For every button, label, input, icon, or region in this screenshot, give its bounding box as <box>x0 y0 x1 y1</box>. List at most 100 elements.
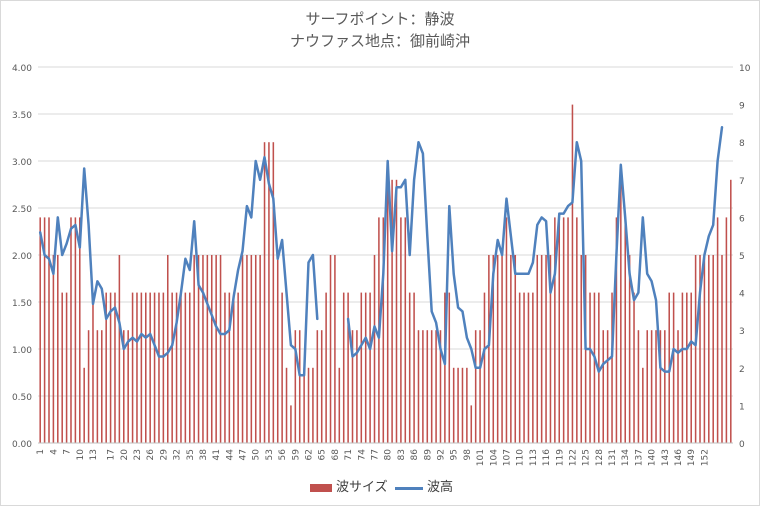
x-tick-label: 116 <box>542 449 552 466</box>
bar <box>250 255 253 443</box>
bar <box>79 217 81 443</box>
bar <box>281 292 283 443</box>
bar <box>215 255 217 443</box>
bar <box>206 255 209 443</box>
x-tick-label: 89 <box>423 449 433 461</box>
bar <box>479 330 481 443</box>
bar <box>703 255 706 443</box>
bar <box>505 217 508 443</box>
bar <box>545 255 547 443</box>
bar <box>136 292 138 443</box>
bar <box>87 330 90 443</box>
bar <box>554 217 556 443</box>
bar <box>611 292 613 443</box>
y-right-tick-label: 4 <box>739 290 745 300</box>
x-tick-label: 29 <box>159 449 169 461</box>
bar <box>386 179 389 444</box>
chart-title-line1: サーフポイント：静波 <box>305 10 455 28</box>
bar <box>439 330 442 443</box>
bar <box>540 255 543 443</box>
bar <box>417 330 420 443</box>
bar <box>162 292 165 443</box>
bar <box>527 292 530 443</box>
y-right-tick-label: 9 <box>739 102 745 112</box>
bar <box>408 292 411 443</box>
bar <box>461 367 464 443</box>
x-tick-label: 146 <box>674 449 684 466</box>
x-tick-label: 143 <box>661 449 671 466</box>
bar <box>650 330 653 443</box>
x-tick-label: 53 <box>265 449 275 460</box>
x-tick-label: 38 <box>199 449 209 461</box>
x-tick-label: 95 <box>450 449 460 460</box>
bar <box>395 179 398 444</box>
bar <box>131 292 134 443</box>
bar <box>228 292 231 443</box>
y-left-tick-label: 3.50 <box>12 111 32 121</box>
bar <box>210 255 213 443</box>
bar <box>70 217 72 443</box>
y-axis-left: 0.00 0.50 1.00 1.50 2.00 2.50 3.00 3.50 4.00 <box>12 64 32 450</box>
bar <box>633 292 635 443</box>
bar <box>351 330 354 443</box>
y-right-tick-label: 10 <box>739 64 751 74</box>
bar <box>202 255 204 443</box>
x-tick-label: 74 <box>357 449 367 461</box>
legend-swatch-bar <box>310 484 332 492</box>
bar <box>677 330 679 443</box>
bar <box>576 217 578 443</box>
bar <box>602 330 605 443</box>
y-right-tick-label: 7 <box>739 177 745 187</box>
bar <box>246 255 248 443</box>
x-tick-label: 4 <box>49 449 59 455</box>
x-tick-label: 128 <box>595 449 605 466</box>
bar <box>518 292 521 443</box>
bar <box>290 405 292 443</box>
bar <box>320 330 323 443</box>
bar <box>43 217 46 443</box>
bar <box>430 330 433 443</box>
line-segment <box>38 155 319 377</box>
bar <box>400 217 402 443</box>
x-tick-label: 131 <box>608 449 618 466</box>
bar <box>369 292 371 443</box>
y-right-tick-label: 0 <box>739 440 745 450</box>
bar <box>444 292 446 443</box>
y-right-tick-label: 3 <box>739 327 745 337</box>
bar <box>92 292 94 443</box>
bar <box>101 330 103 443</box>
x-tick-label: 1 <box>36 449 46 455</box>
bar <box>232 292 235 443</box>
bar <box>224 292 226 443</box>
bar <box>708 255 710 443</box>
bar <box>48 217 50 443</box>
x-tick-label: 125 <box>582 449 592 466</box>
x-tick-label: 50 <box>252 449 262 461</box>
bar <box>184 292 187 443</box>
bar <box>496 255 499 443</box>
bar <box>325 292 327 443</box>
bar <box>334 255 336 443</box>
y-left-tick-label: 4.00 <box>12 64 32 74</box>
bar <box>158 292 160 443</box>
x-axis: 1 4 7 10 13 17 20 23 26 29 32 35 38 41 44 47 50 53 56 59 62 6… <box>36 442 733 466</box>
bar <box>655 330 657 443</box>
x-tick-label: 149 <box>687 449 697 466</box>
bar <box>413 292 415 443</box>
y-axis-right: 0 1 2 3 4 5 6 7 8 9 10 <box>739 64 751 450</box>
bar <box>373 255 376 443</box>
chart-title-line2: ナウファス地点：御前崎沖 <box>289 32 470 50</box>
bar <box>514 255 517 443</box>
x-tick-label: 62 <box>305 449 315 460</box>
bar <box>637 330 640 443</box>
bar <box>114 292 116 443</box>
bar <box>699 255 701 443</box>
x-tick-label: 119 <box>555 449 565 466</box>
bar <box>452 367 455 443</box>
y-left-tick-label: 0.50 <box>12 393 32 403</box>
bar <box>593 292 596 443</box>
bar <box>123 330 125 443</box>
x-tick-label: 80 <box>384 449 394 461</box>
bar <box>474 330 477 443</box>
bar <box>615 217 618 443</box>
